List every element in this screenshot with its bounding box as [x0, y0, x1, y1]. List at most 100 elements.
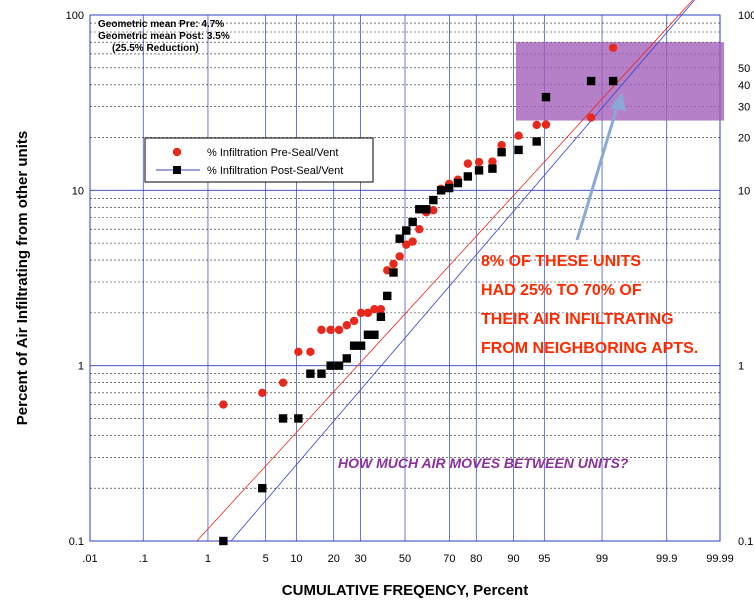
- callout-arrow: [575, 92, 626, 241]
- question-annotation: HOW MUCH AIR MOVES BETWEEN UNITS?: [338, 455, 629, 471]
- y-tick-label-right: 50: [738, 63, 750, 75]
- y-axis-label: Percent of Air Infiltrating from other u…: [14, 131, 31, 425]
- post-seal-point: [383, 291, 392, 301]
- x-tick-label: 20: [328, 553, 340, 565]
- pre-seal-point: [608, 43, 618, 53]
- post-seal-point: [278, 414, 288, 423]
- pre-seal-point: [429, 206, 438, 215]
- pre-seal-point: [514, 131, 523, 140]
- post-seal-point: [463, 172, 473, 181]
- pre-seal-point: [258, 388, 267, 398]
- x-tick-label: .1: [139, 553, 148, 565]
- post-seal-point: [294, 414, 303, 423]
- y-tick-label-right: 0.1: [738, 536, 753, 548]
- post-seal-point: [453, 178, 463, 188]
- pre-seal-point: [334, 325, 344, 335]
- post-seal-point: [415, 205, 424, 214]
- x-tick-label: 99.99: [706, 553, 734, 565]
- arrow-head: [610, 92, 626, 111]
- post-seal-point: [326, 361, 335, 370]
- x-tick-label: 5: [263, 553, 269, 565]
- pre-seal-point: [326, 325, 335, 335]
- y-tick-label-right: 30: [738, 102, 750, 114]
- post-seal-point: [488, 164, 497, 173]
- data-points: [219, 43, 618, 546]
- pre-seal-point: [363, 308, 373, 318]
- pre-seal-point: [395, 252, 404, 261]
- legend-post-label: % Infiltration Post-Seal/Vent: [207, 165, 343, 177]
- x-tick-label: 80: [470, 553, 482, 565]
- post-seal-point: [497, 148, 506, 157]
- x-tick-label: 70: [443, 553, 455, 565]
- y-tick-label-right: 10: [738, 185, 750, 197]
- pre-seal-point: [541, 120, 551, 129]
- x-tick-labels: .01 .1 1 5 10 20 30 50 70 80 90 95 99 99.9 99.99: [82, 553, 733, 565]
- post-seal-point: [514, 145, 523, 155]
- post-seal-point: [258, 484, 267, 493]
- pre-seal-point: [402, 240, 411, 249]
- post-seal-point: [356, 341, 366, 350]
- callout-line-1: 8% OF THESE UNITS: [481, 253, 641, 270]
- pre-seal-point: [488, 157, 497, 166]
- fit-lines: [196, 0, 696, 542]
- grid-lines: [89, 15, 721, 542]
- post-seal-point: [306, 369, 315, 378]
- x-tick-label: 10: [290, 553, 302, 565]
- y-tick-labels-left: 100 10 1 0.1: [66, 10, 84, 548]
- pre-seal-point: [342, 321, 352, 330]
- arrow-shaft: [575, 103, 620, 241]
- post-seal-point: [317, 369, 326, 378]
- post-seal-point: [363, 330, 373, 339]
- post-seal-point: [389, 268, 398, 277]
- post-seal-point: [395, 234, 404, 243]
- stats-post: Geometric mean Post: 3.5%: [98, 31, 230, 42]
- y-tick-label-left: 0.1: [69, 536, 84, 548]
- post-seal-point: [402, 226, 411, 235]
- stats-pre: Geometric mean Pre: 4.7%: [98, 19, 224, 30]
- pre-seal-point: [474, 157, 484, 167]
- legend: % Infiltration Pre-Seal/Vent % Infiltrat…: [144, 137, 374, 183]
- y-tick-label-right: 20: [738, 133, 750, 145]
- pre-seal-point: [317, 325, 326, 335]
- post-seal-point: [474, 166, 484, 175]
- y-tick-label-left: 1: [78, 361, 84, 373]
- x-tick-label: 90: [507, 553, 519, 565]
- callout-line-4: FROM NEIGHBORING APTS.: [481, 340, 698, 357]
- callout-line-2: HAD 25% TO 70% OF: [481, 282, 642, 299]
- post-seal-point: [444, 183, 454, 193]
- pre-seal-point: [370, 304, 379, 314]
- post-seal-point: [342, 354, 352, 363]
- pre-seal-point: [389, 259, 398, 269]
- post-seal-point: [219, 536, 228, 546]
- pre-seal-point: [356, 308, 366, 318]
- pre-fit-line: [196, 0, 694, 542]
- y-tick-label-left: 100: [66, 10, 84, 22]
- x-tick-label: 99.9: [656, 553, 677, 565]
- stats-reduction: (25.5% Reduction): [112, 43, 199, 54]
- x-tick-label: .01: [82, 553, 97, 565]
- pre-seal-point: [294, 347, 303, 356]
- legend-box: [144, 137, 374, 183]
- post-seal-point: [376, 312, 386, 321]
- post-seal-point: [408, 217, 417, 227]
- pre-seal-point: [219, 400, 228, 409]
- pre-seal-point: [349, 316, 359, 326]
- post-seal-point: [532, 137, 541, 146]
- pre-seal-point: [532, 120, 541, 130]
- pre-seal-point: [408, 237, 417, 246]
- post-seal-point: [436, 186, 446, 195]
- post-seal-point: [429, 195, 438, 205]
- callout-line-3: THEIR AIR INFILTRATING: [481, 311, 674, 328]
- pre-seal-point: [586, 113, 596, 122]
- pre-seal-point: [497, 140, 506, 150]
- post-seal-point: [608, 76, 618, 86]
- post-seal-point: [370, 330, 379, 339]
- x-tick-label: 95: [538, 553, 550, 565]
- post-seal-point: [422, 205, 431, 214]
- legend-pre-marker: [172, 147, 182, 157]
- legend-pre-label: % Infiltration Pre-Seal/Vent: [207, 147, 338, 159]
- pre-seal-point: [278, 378, 288, 387]
- legend-post-marker: [173, 166, 181, 174]
- x-axis-label: CUMULATIVE FREQENCY, Percent: [282, 582, 528, 599]
